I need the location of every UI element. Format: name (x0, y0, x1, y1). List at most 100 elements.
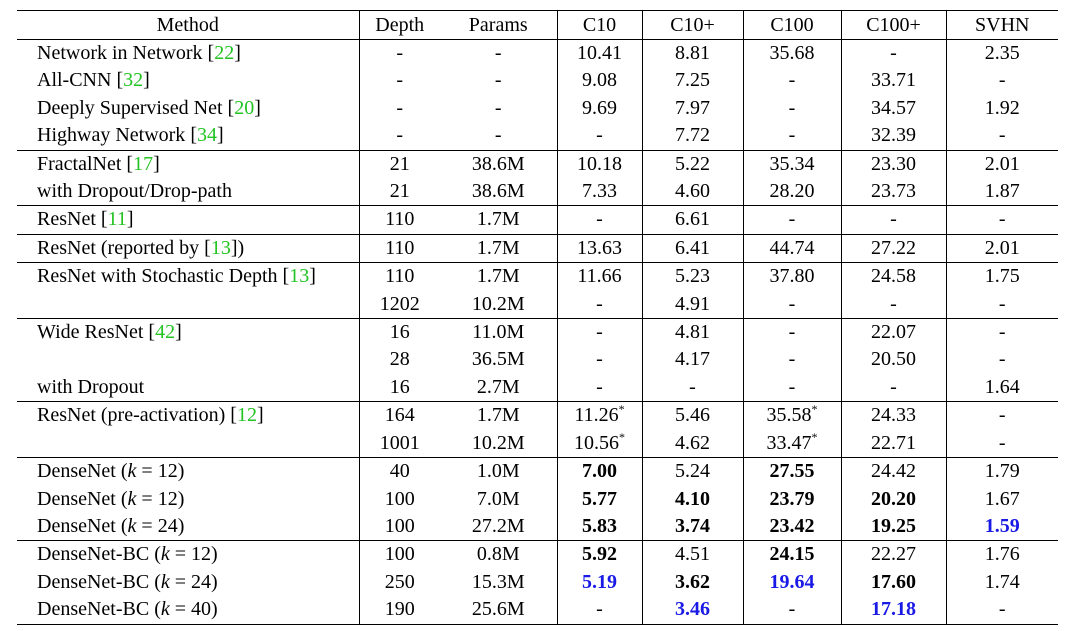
svhn-cell: - (946, 67, 1058, 94)
params-value: - (494, 69, 502, 92)
depth-cell: 21 (359, 178, 440, 206)
c10plus-value: 5.46 (675, 404, 710, 427)
c100plus-value: 32.39 (871, 124, 916, 147)
depth-value: - (396, 124, 404, 147)
params-value: 38.6M (471, 152, 525, 175)
c10-value: - (596, 292, 603, 315)
depth-cell: 110 (359, 206, 440, 234)
params-cell: 2.7M (440, 373, 558, 402)
c100-value: - (788, 598, 796, 621)
c10plus-cell: 4.17 (642, 346, 744, 374)
params-cell: 0.8M (440, 540, 558, 569)
c100plus-cell: 22.07 (841, 318, 947, 347)
table-body: Network in Network [22] - - 10.41 8.81 35.68 -… (17, 39, 1058, 625)
c10plus-cell: 4.51 (642, 540, 744, 569)
c10plus-cell: - (642, 373, 744, 402)
depth-value: 100 (384, 543, 415, 566)
svhn-cell: 1.59 (946, 513, 1058, 541)
params-value: 1.7M (476, 236, 520, 259)
depth-value: 110 (385, 265, 415, 288)
c10-value: 5.19 (582, 570, 617, 593)
params-value: - (494, 42, 502, 64)
c100plus-cell: 17.60 (841, 568, 947, 597)
method-cell: DenseNet (k = 12) (17, 485, 360, 513)
depth-value: 110 (385, 236, 415, 259)
c10plus-value: 6.41 (675, 236, 710, 259)
c10plus-value: 5.24 (675, 460, 710, 483)
citation-link[interactable]: 13 (210, 236, 231, 259)
c100-cell: - (743, 346, 842, 374)
depth-value: 164 (384, 404, 415, 427)
depth-value: 1001 (379, 431, 420, 454)
c10plus-cell: 7.72 (642, 122, 744, 151)
c10plus-cell: 6.41 (642, 234, 744, 263)
citation-link[interactable]: 12 (236, 404, 257, 427)
depth-cell: 1202 (359, 291, 440, 319)
c100plus-value: 17.60 (871, 570, 916, 593)
params-cell: 1.7M (440, 234, 558, 263)
svhn-cell: 1.87 (946, 178, 1058, 206)
c10-value: - (596, 208, 603, 231)
citation-link[interactable]: 11 (107, 208, 127, 231)
params-cell: - (440, 39, 558, 68)
citation-link[interactable]: 22 (214, 42, 235, 64)
params-cell: 10.2M (440, 429, 558, 458)
table-row: ResNet (reported by [13]) 110 1.7M 13.63 6.4… (17, 234, 1058, 263)
method-name: DenseNet-BC ( (37, 570, 161, 593)
c100-cell: 24.15 (743, 540, 842, 569)
depth-value: 21 (389, 180, 410, 203)
svhn-value: 1.67 (984, 487, 1020, 510)
c10plus-cell: 5.23 (642, 262, 744, 291)
c100-value: 23.42 (769, 514, 815, 537)
svhn-value: 1.59 (984, 514, 1020, 537)
c100plus-cell: 24.58 (841, 262, 947, 291)
c10plus-cell: 4.60 (642, 178, 744, 206)
params-value: 27.2M (471, 514, 525, 537)
svhn-cell: 2.01 (946, 234, 1058, 262)
c10-cell: 7.00 (557, 457, 643, 486)
c100-value: - (788, 321, 796, 344)
svhn-cell: - (946, 319, 1058, 347)
method-cell: with Dropout/Drop-path (17, 178, 360, 206)
params-cell: 38.6M (440, 150, 558, 179)
c100-cell: 37.80 (743, 262, 842, 291)
c100plus-value: 19.25 (871, 514, 916, 537)
params-value: 11.0M (472, 321, 525, 344)
method-cell: ResNet [11] (17, 205, 360, 235)
c100-value: 35.68 (769, 42, 815, 64)
c10-cell: - (557, 290, 643, 319)
method-cell: DenseNet-BC (k = 40) (17, 596, 360, 625)
depth-cell: 190 (359, 596, 440, 624)
citation-link[interactable]: 42 (155, 321, 176, 344)
svhn-cell: - (946, 430, 1058, 458)
method-name: ResNet (37, 208, 96, 231)
svhn-cell: 1.76 (946, 541, 1058, 569)
citation-link[interactable]: 32 (123, 69, 144, 92)
citation-link[interactable]: 34 (196, 124, 217, 147)
method-name: ResNet with Stochastic Depth (37, 265, 278, 288)
depth-value: 100 (384, 514, 415, 537)
depth-value: 250 (384, 570, 415, 593)
svhn-cell: - (946, 402, 1058, 430)
c10plus-value: 7.97 (675, 96, 710, 119)
citation-link[interactable]: 20 (234, 96, 255, 119)
footnote-marker: * (619, 429, 625, 444)
c10-value: - (596, 348, 603, 371)
table-row: DenseNet-BC (k = 12) 100 0.8M 5.92 4.51 24.15… (17, 540, 1058, 569)
citation-link[interactable]: 17 (133, 152, 154, 175)
params-value: 10.2M (471, 431, 525, 454)
c10-cell: 10.56* (557, 429, 643, 458)
svhn-value: 1.74 (984, 570, 1020, 593)
c100-cell: - (743, 290, 842, 319)
c100plus-value: 24.58 (871, 265, 916, 288)
header-params: Params (440, 10, 558, 40)
c10-value: - (596, 124, 603, 147)
c100-value: - (788, 96, 796, 119)
c10-cell: - (557, 596, 643, 625)
citation-link[interactable]: 13 (289, 265, 310, 288)
c10-cell: 7.33 (557, 178, 643, 206)
params-value: 15.3M (471, 570, 525, 593)
svhn-value: - (998, 598, 1006, 621)
params-cell: 10.2M (440, 290, 558, 319)
method-name: Wide ResNet (37, 321, 144, 344)
